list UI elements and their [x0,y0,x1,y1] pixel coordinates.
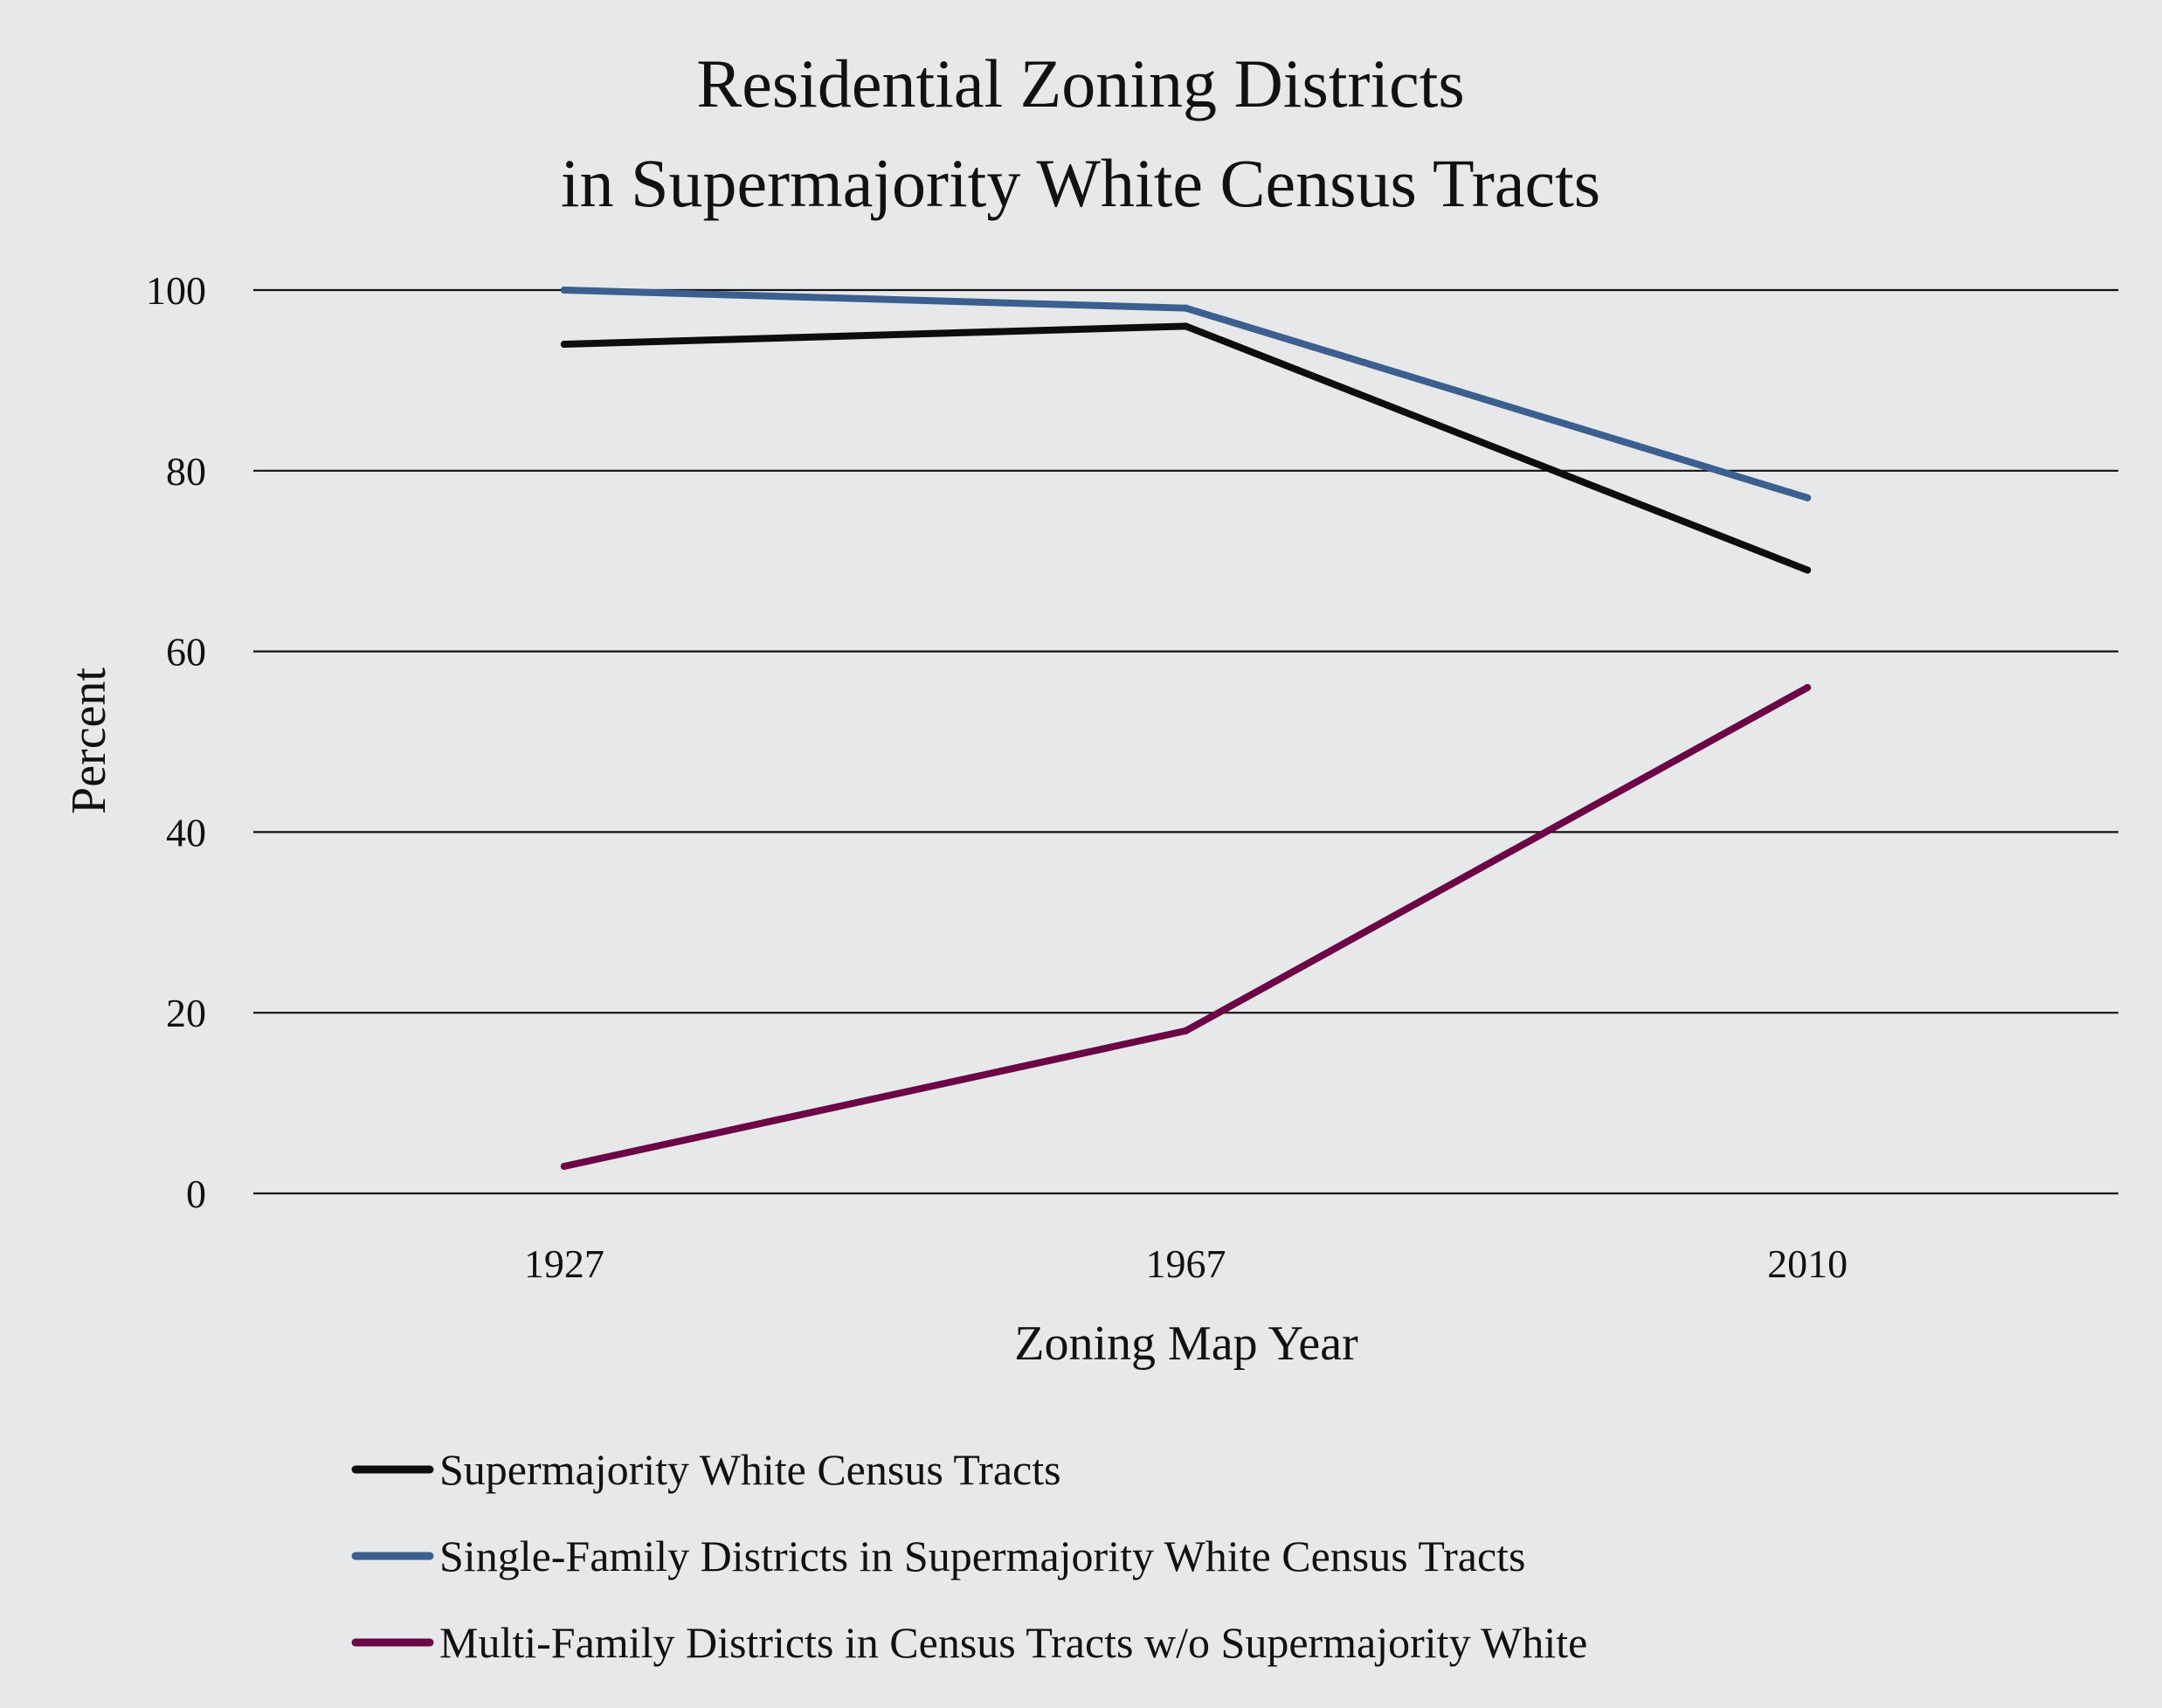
series-line-3 [560,683,1812,1170]
y-axis-title: Percent [62,667,116,814]
y-tick-label: 0 [186,1172,206,1216]
series-line-2 [560,287,1812,501]
series-2-point [560,287,568,294]
series-3-point [1182,1027,1190,1034]
y-tick-label: 100 [146,268,206,313]
series-3-point [560,1162,568,1170]
gridlines [253,288,2118,1195]
y-tick-label: 80 [166,449,206,494]
series-2-point [1804,494,1812,501]
legend-label: Single-Family Districts in Supermajority… [439,1532,1525,1580]
y-axis-ticks: 0 20 40 60 80 100 [146,268,206,1216]
series-line-1 [560,322,1812,574]
legend-label: Supermajority White Census Tracts [439,1445,1061,1494]
x-tick-label: 1927 [524,1241,604,1286]
x-tick-label: 2010 [1767,1241,1848,1286]
chart-title: Residential Zoning Districts in Supermaj… [561,45,1600,221]
y-tick-label: 20 [166,991,206,1035]
y-tick-label: 60 [166,630,206,674]
legend-item: Multi-Family Districts in Census Tracts … [351,1618,1587,1667]
legend-item: Single-Family Districts in Supermajority… [351,1532,1525,1580]
legend-label: Multi-Family Districts in Census Tracts … [439,1618,1587,1667]
series-1-point [1804,566,1812,574]
x-axis-ticks: 1927 1967 2010 [524,1241,1848,1286]
legend-item: Supermajority White Census Tracts [351,1445,1061,1494]
x-axis-title: Zoning Map Year [1014,1317,1358,1371]
x-tick-label: 1967 [1146,1241,1226,1286]
series-2-point [1182,304,1190,312]
legend: Supermajority White Census Tracts Single-… [351,1445,1587,1667]
series-lines [560,287,1812,1170]
y-tick-label: 40 [166,810,206,854]
chart-title-line-2: in Supermajority White Census Tracts [561,145,1600,221]
chart-title-line-1: Residential Zoning Districts [696,45,1465,121]
series-1-point [1182,322,1190,330]
series-3-point [1804,683,1812,691]
series-1-point [560,341,568,349]
